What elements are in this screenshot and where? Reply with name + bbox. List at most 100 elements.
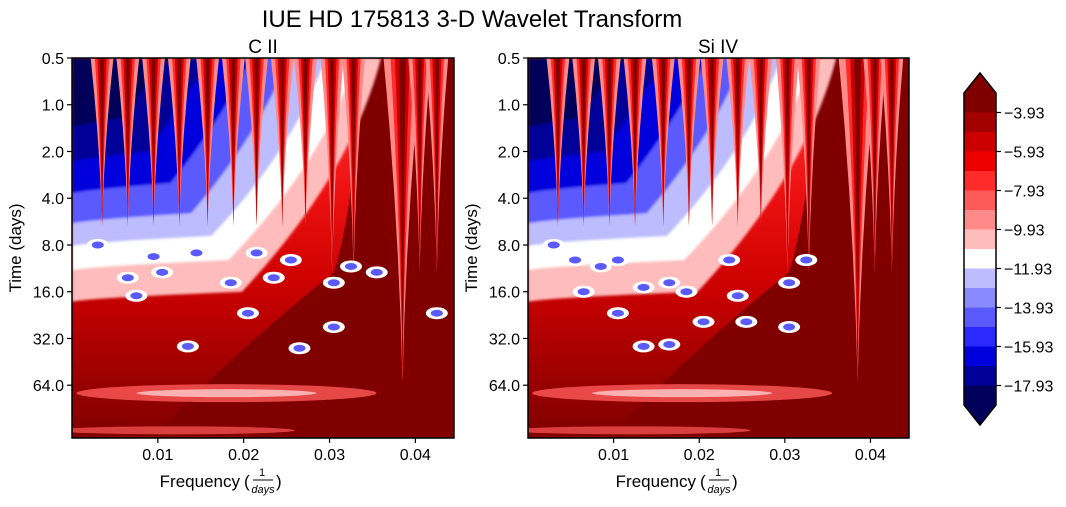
- xtick-label: 0.04: [400, 447, 431, 464]
- island-core: [547, 241, 560, 249]
- xlabel-c-ii: Frequency ( 1 days ): [160, 467, 282, 496]
- xlabel-open-paren: (: [244, 472, 250, 491]
- colorbar-ticks: −3.93 −5.93 −7.93 −9.93 −11.93 −13.93 −15.93 −1…: [996, 106, 1053, 396]
- island-core: [783, 323, 796, 331]
- ytick-label: 4.0: [498, 191, 520, 208]
- ridge: [434, 58, 439, 273]
- island-core: [723, 256, 736, 264]
- ridge: [417, 58, 422, 273]
- x-ticks-si-iv: 0.01 0.02 0.03 0.04: [598, 438, 886, 464]
- ytick-label: 32.0: [489, 331, 520, 348]
- ridge: [854, 58, 862, 381]
- ylabel-c-ii: Time (days): [6, 203, 25, 292]
- ytick-label: 8.0: [42, 238, 64, 255]
- colorbar: [963, 71, 997, 427]
- band-bottom: [72, 426, 295, 435]
- plot-frame-c-ii: [71, 57, 455, 439]
- ridge: [398, 58, 406, 381]
- ridges: [546, 58, 904, 381]
- ridge: [555, 58, 561, 226]
- ridge: [581, 58, 586, 226]
- island-core: [569, 256, 582, 264]
- island-core: [637, 342, 650, 350]
- island-core: [783, 279, 796, 287]
- island-core: [577, 288, 590, 296]
- ridge: [735, 58, 740, 226]
- colorbar-tick-label: −17.93: [1004, 379, 1053, 396]
- xtick-label: 0.01: [598, 447, 629, 464]
- island-core: [147, 253, 160, 261]
- island-core: [663, 279, 676, 287]
- colorbar-segment: [964, 327, 996, 347]
- colorbar-tick-label: −13.93: [1004, 301, 1053, 318]
- island-core: [697, 318, 710, 326]
- xlabel-text-c-ii: Frequency: [160, 472, 241, 491]
- island-core: [156, 268, 169, 276]
- colorbar-segment: [964, 190, 996, 211]
- ridge: [661, 58, 666, 226]
- colorbar-segment: [964, 385, 996, 406]
- ridge: [607, 58, 612, 226]
- ridge: [686, 58, 692, 226]
- colorbar-segment: [964, 93, 996, 113]
- island-core: [594, 262, 607, 270]
- ridge: [99, 58, 105, 226]
- island-core: [284, 256, 297, 264]
- ytick-label: 8.0: [498, 238, 520, 255]
- y-ticks-c-ii: 0.5 1.0 2.0 4.0 8.0 16.0 32.0 64.0: [33, 51, 72, 395]
- island-core: [130, 292, 143, 300]
- island-core: [370, 268, 383, 276]
- ytick-label: 4.0: [42, 191, 64, 208]
- island-core: [611, 309, 624, 317]
- ridge: [125, 58, 130, 226]
- high-power-region: [608, 58, 909, 438]
- xlabel-frac-denominator: days: [707, 484, 731, 496]
- band-inner: [136, 389, 317, 398]
- band-inner: [592, 389, 773, 398]
- colorbar-segment: [964, 171, 996, 191]
- island-core: [91, 241, 104, 249]
- xtick-label: 0.03: [314, 447, 345, 464]
- ridge: [205, 58, 210, 226]
- high-power-region: [152, 58, 454, 438]
- plot-frame-si-iv: [527, 57, 910, 439]
- colorbar-segment: [964, 229, 996, 250]
- island-core: [267, 274, 280, 282]
- ytick-label: 64.0: [33, 378, 64, 395]
- ylabel-si-iv: Time (days): [462, 203, 481, 292]
- ridge: [151, 58, 156, 226]
- ytick-label: 1.0: [498, 98, 520, 115]
- island-core: [740, 318, 753, 326]
- xlabel-close-paren: ): [276, 472, 282, 491]
- colorbar-tick-label: −7.93: [1004, 184, 1045, 201]
- colorbar-extend-top: [964, 73, 996, 93]
- colorbar-tick-label: −3.93: [1004, 106, 1045, 123]
- low-frequency-band: [72, 384, 377, 435]
- xlabel-si-iv: Frequency ( 1 days ): [616, 467, 738, 496]
- colorbar-segment: [964, 268, 996, 289]
- island-core: [121, 274, 134, 282]
- xlabel-frac-denominator: days: [251, 484, 275, 496]
- xtick-label: 0.03: [769, 447, 800, 464]
- ytick-label: 1.0: [42, 98, 64, 115]
- xlabel-open-paren: (: [700, 472, 706, 491]
- island-core: [250, 249, 263, 257]
- xtick-label: 0.02: [684, 447, 715, 464]
- ridge: [758, 58, 763, 226]
- island-core: [430, 309, 443, 317]
- colorbar-segment: [964, 132, 996, 152]
- ytick-label: 16.0: [33, 285, 64, 302]
- colorbar-segment: [964, 249, 996, 269]
- island-core: [327, 279, 340, 287]
- panel-title-si-iv: Si IV: [698, 37, 738, 58]
- island-core: [731, 292, 744, 300]
- xlabel-frac-numerator: 1: [715, 467, 721, 479]
- colorbar-tick-label: −9.93: [1004, 223, 1045, 240]
- colorbar-segment: [964, 307, 996, 328]
- ytick-label: 32.0: [33, 331, 64, 348]
- ytick-label: 16.0: [489, 285, 520, 302]
- panel-c-ii: C II 0.51.02.04.08.016.032.064.0 0.01 0.0…: [6, 37, 455, 496]
- ytick-label: 2.0: [42, 144, 64, 161]
- colorbar-segment: [964, 210, 996, 230]
